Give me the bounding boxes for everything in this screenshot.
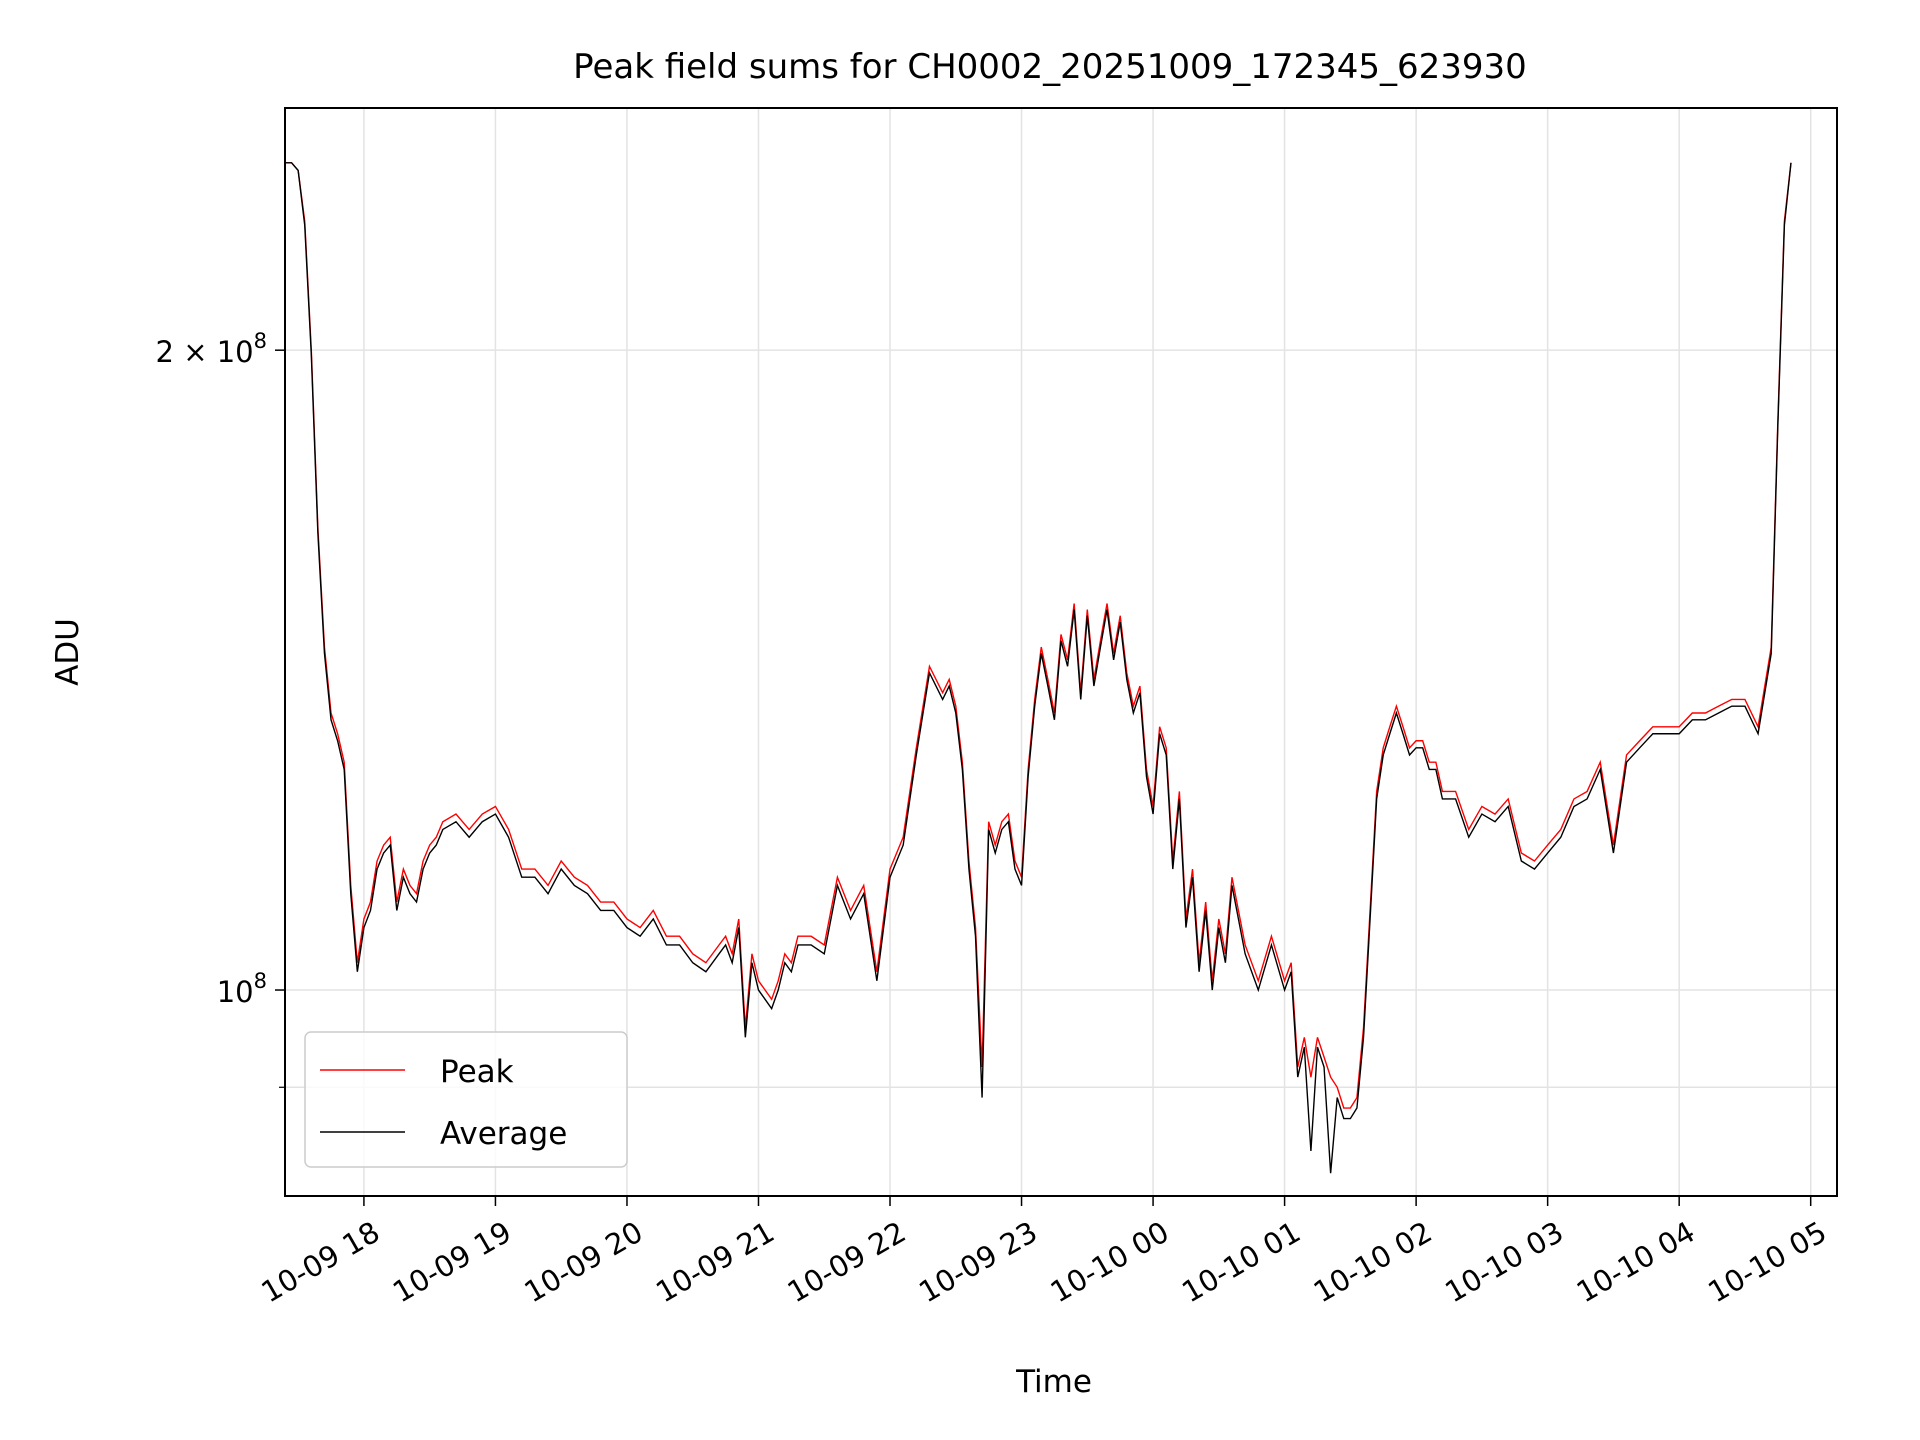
grid-layer [285, 108, 1837, 1196]
legend-peak-label: Peak [440, 1054, 514, 1090]
y-tick-label: 2 × 108 [156, 329, 267, 369]
plot-area [285, 162, 1792, 1174]
y-tick-label: 108 [217, 969, 267, 1009]
y-axis-label: ADU [50, 618, 86, 686]
legend-box [304, 1031, 628, 1168]
x-axis-label: Time [1015, 1364, 1092, 1400]
axes-frame [284, 107, 1838, 1197]
series-line-average [285, 162, 1792, 1174]
legend-average-label: Average [440, 1116, 567, 1152]
legend: Peak Average [304, 1031, 628, 1168]
series-line-peak [285, 162, 1792, 1109]
chart-title: Peak field sums for CH0002_20251009_1723… [573, 47, 1527, 87]
